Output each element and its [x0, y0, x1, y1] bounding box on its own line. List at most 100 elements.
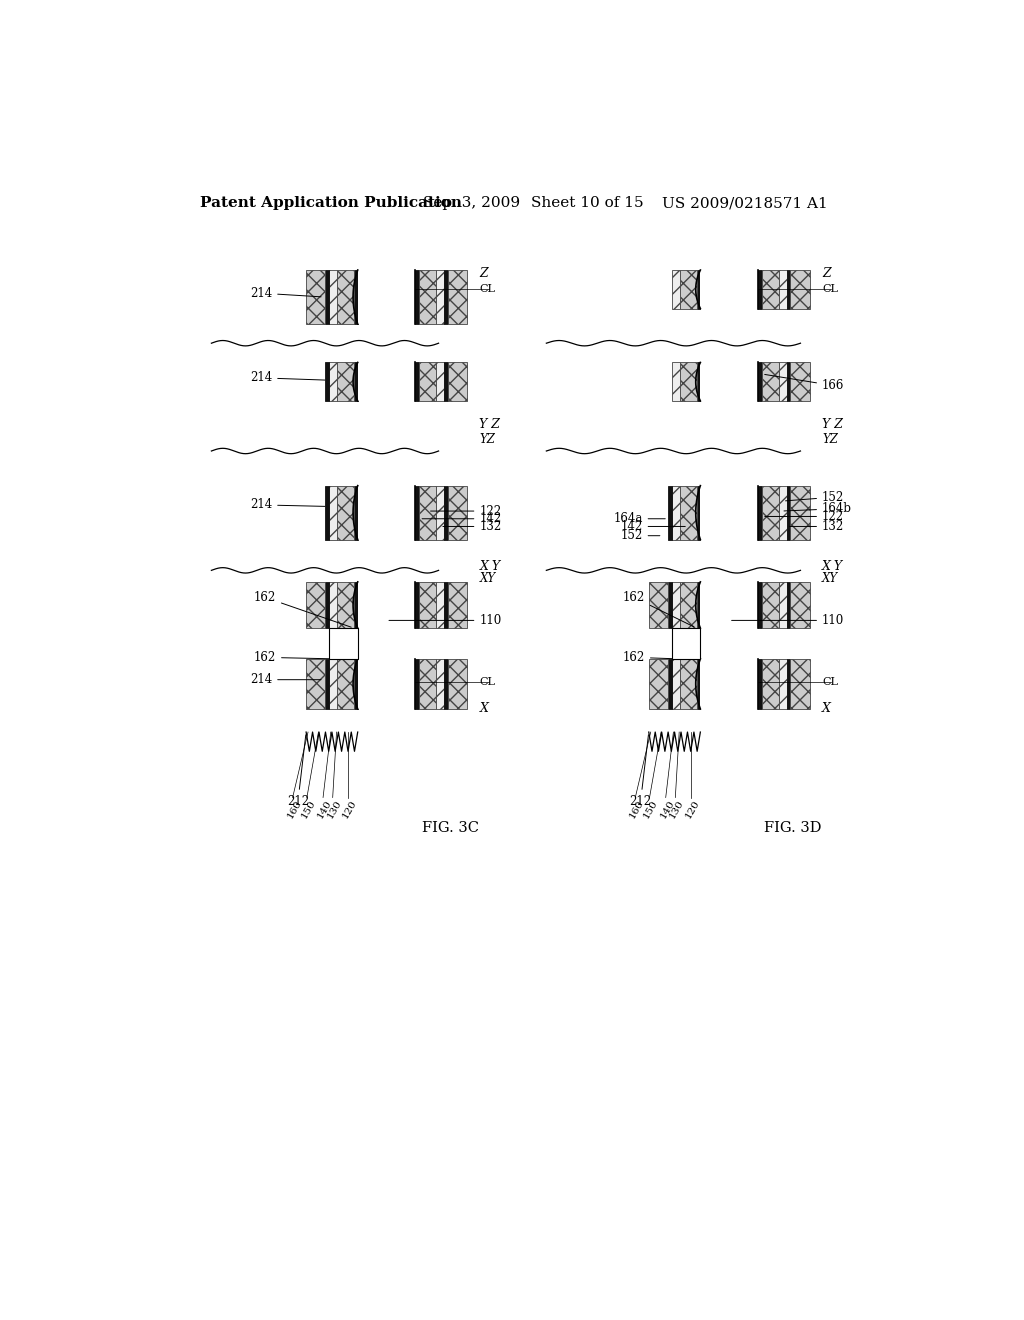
- Bar: [779, 271, 786, 309]
- Bar: [337, 486, 354, 540]
- Bar: [696, 659, 700, 709]
- Text: Z: Z: [479, 268, 488, 280]
- Text: US 2009/0218571 A1: US 2009/0218571 A1: [662, 197, 827, 210]
- Text: 142: 142: [422, 512, 502, 525]
- Bar: [447, 659, 467, 709]
- Bar: [786, 363, 791, 401]
- Bar: [337, 271, 354, 323]
- Bar: [758, 659, 762, 709]
- Bar: [779, 486, 786, 540]
- Bar: [696, 271, 700, 309]
- Text: FIG. 3C: FIG. 3C: [422, 821, 478, 836]
- Bar: [700, 659, 758, 709]
- Text: 110: 110: [731, 614, 844, 627]
- Text: Y Z: Y Z: [822, 417, 843, 430]
- Bar: [680, 363, 696, 401]
- Bar: [672, 486, 680, 540]
- Bar: [668, 582, 672, 628]
- Text: 122: 122: [765, 510, 844, 523]
- Bar: [680, 271, 696, 309]
- Bar: [762, 486, 779, 540]
- Text: YZ: YZ: [822, 433, 838, 446]
- Bar: [758, 271, 762, 309]
- Bar: [444, 659, 447, 709]
- Bar: [762, 659, 779, 709]
- Bar: [680, 659, 696, 709]
- Bar: [791, 363, 810, 401]
- Bar: [791, 659, 810, 709]
- Bar: [357, 363, 416, 401]
- Text: 164b: 164b: [784, 502, 852, 515]
- Text: 120: 120: [683, 799, 701, 820]
- Bar: [668, 486, 672, 540]
- Bar: [680, 486, 696, 540]
- Bar: [416, 363, 419, 401]
- Text: 212: 212: [287, 735, 309, 808]
- Text: FIG. 3D: FIG. 3D: [764, 821, 821, 836]
- Bar: [326, 271, 330, 323]
- Bar: [357, 271, 416, 323]
- Text: 122: 122: [430, 504, 502, 517]
- Text: 140: 140: [658, 799, 676, 820]
- Text: X Y: X Y: [479, 560, 501, 573]
- Text: 212: 212: [630, 735, 651, 808]
- Text: Patent Application Publication: Patent Application Publication: [200, 197, 462, 210]
- Text: Z: Z: [822, 268, 830, 280]
- Text: X: X: [822, 702, 830, 715]
- Text: CL: CL: [822, 284, 838, 294]
- Text: 164a: 164a: [613, 512, 666, 525]
- Bar: [447, 582, 467, 628]
- Text: CL: CL: [822, 677, 838, 686]
- Bar: [436, 582, 444, 628]
- Bar: [762, 582, 779, 628]
- Bar: [357, 659, 416, 709]
- Bar: [357, 486, 416, 540]
- Bar: [416, 582, 419, 628]
- Bar: [696, 582, 700, 628]
- Bar: [791, 271, 810, 309]
- Bar: [436, 363, 444, 401]
- Bar: [326, 363, 330, 401]
- Bar: [444, 271, 447, 323]
- Text: 162: 162: [623, 651, 677, 664]
- Bar: [672, 271, 680, 309]
- Bar: [762, 271, 779, 309]
- Text: 120: 120: [341, 799, 358, 820]
- Bar: [672, 659, 680, 709]
- Text: 150: 150: [642, 799, 659, 820]
- Bar: [337, 582, 354, 628]
- Text: Y Z: Y Z: [479, 417, 501, 430]
- Bar: [779, 582, 786, 628]
- Bar: [444, 582, 447, 628]
- Bar: [447, 271, 467, 323]
- Text: 162: 162: [254, 651, 334, 664]
- Bar: [419, 271, 436, 323]
- Text: 162: 162: [623, 591, 694, 627]
- Bar: [672, 582, 680, 628]
- Bar: [419, 582, 436, 628]
- Bar: [779, 659, 786, 709]
- Bar: [700, 363, 758, 401]
- Bar: [306, 582, 326, 628]
- Text: 152: 152: [621, 529, 659, 543]
- Bar: [649, 659, 668, 709]
- Bar: [672, 363, 680, 401]
- Bar: [354, 582, 357, 628]
- Text: 166: 166: [765, 375, 845, 392]
- Bar: [791, 582, 810, 628]
- Bar: [354, 363, 357, 401]
- Bar: [696, 486, 700, 540]
- Bar: [330, 659, 337, 709]
- Bar: [758, 363, 762, 401]
- Bar: [306, 659, 326, 709]
- Bar: [419, 486, 436, 540]
- Text: 130: 130: [668, 799, 686, 820]
- Text: 132: 132: [790, 520, 844, 533]
- Bar: [779, 363, 786, 401]
- Bar: [416, 271, 419, 323]
- Bar: [330, 271, 337, 323]
- Text: 160: 160: [286, 799, 303, 820]
- Bar: [419, 659, 436, 709]
- Text: CL: CL: [479, 284, 496, 294]
- Bar: [758, 486, 762, 540]
